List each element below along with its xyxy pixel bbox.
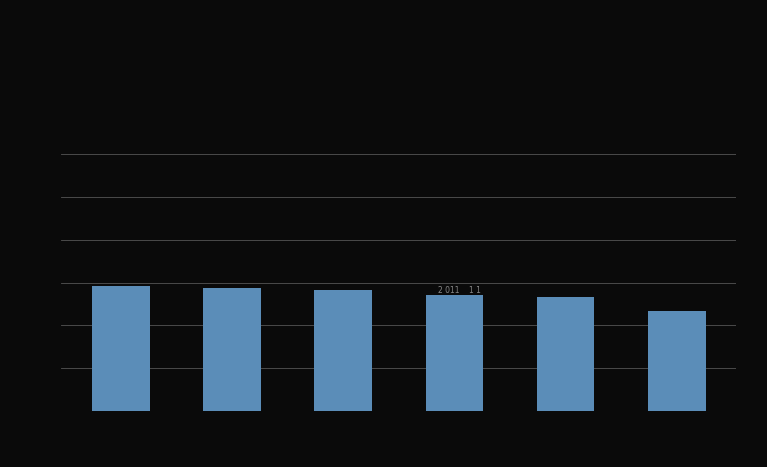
Bar — [203, 288, 261, 411]
Bar — [314, 290, 372, 411]
Text: 2 011    1 1: 2 011 1 1 — [438, 286, 481, 295]
Bar — [426, 295, 483, 411]
Bar — [92, 286, 150, 411]
Bar — [537, 297, 594, 411]
Bar — [648, 311, 706, 411]
